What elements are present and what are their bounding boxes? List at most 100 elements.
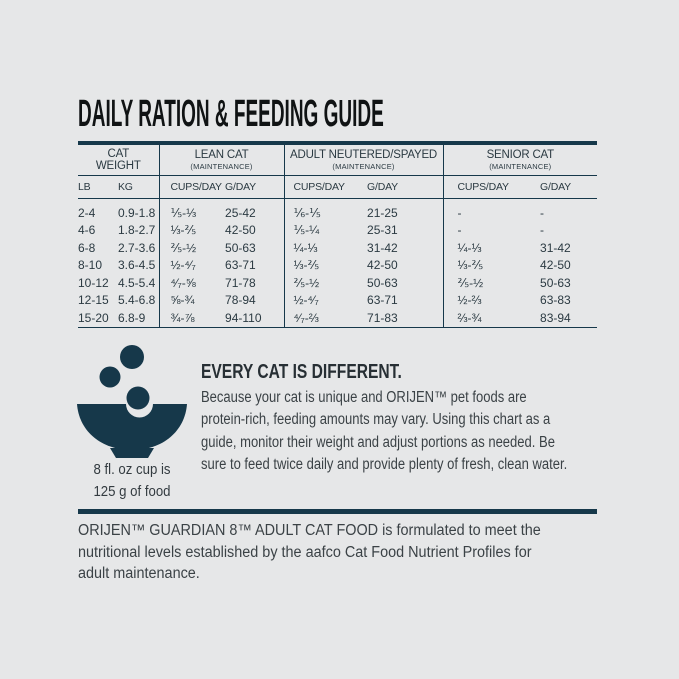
group-header-adult-neutered: ADULT NEUTERED/SPAYED (MAINTENANCE) [283,143,444,176]
cell-senior-g: 83-94 [540,310,571,325]
cell-adult-g: 25-31 [367,223,398,238]
cell-lean-cups: ½-⁴⁄₇ [158,256,226,274]
table-row: 6-8 2.7-3.6 ⅖-½ 50-63 ¼-⅓ 31-42 ¼-⅓ 31-4… [78,239,597,257]
senior-cat-label: SENIOR CAT [486,149,555,161]
col-header-kg: KG [118,175,160,199]
cell-adult-g: 21-25 [367,205,398,220]
info-paragraph-line: guide, monitor their weight and adjust p… [201,433,555,451]
cell-adult-cups: ⅕-¼ [283,221,368,239]
page-title: DAILY RATION & FEEDING GUIDE [78,93,384,135]
cell-adult-g: 71-83 [367,310,398,325]
cup-measure-caption-line1: 8 fl. oz cup is [93,461,171,478]
cell-lb: 12-15 [78,293,109,308]
cell-senior-g: 63-83 [540,293,571,308]
cell-lb: 2-4 [78,205,96,220]
cell-adult-g: 42-50 [367,258,398,273]
cell-lean-cups: ⅝-¾ [158,291,226,309]
col-header-senior-g: G/DAY [540,175,598,199]
cup-measure-caption: 8 fl. oz cup is 125 g of food [62,459,203,503]
cell-senior-cups: - [442,221,541,239]
footer-statement-line: ORIJEN™ GUARDIAN 8™ ADULT CAT FOOD is fo… [78,522,541,539]
cell-kg: 3.6-4.5 [118,258,156,273]
cell-kg: 5.4-6.8 [118,293,156,308]
table-row: 8-10 3.6-4.5 ½-⁴⁄₇ 63-71 ⅓-⅖ 42-50 ⅓-⅖ 4… [78,256,597,274]
lean-cat-label: LEAN CAT [194,149,249,161]
cell-lean-cups: ⁴⁄₇-⅝ [158,274,226,292]
adult-neutered-sublabel: (MAINTENANCE) [332,162,395,171]
sub-header-row: LB KG CUPS/DAY G/DAY CUPS/DAY G/DAY CUPS… [78,175,598,199]
cell-senior-g: 42-50 [540,258,571,273]
cell-senior-cups: ⅔-¾ [442,309,541,327]
feeding-table: CAT WEIGHT LEAN CAT (MAINTENANCE) ADULT … [78,141,598,328]
footer-divider-rule [78,509,597,514]
info-paragraph-line: protein-rich, feeding amounts may vary. … [201,411,551,429]
col-header-lean-g: G/DAY [225,175,285,199]
table-row: 2-4 0.9-1.8 ⅕-⅓ 25-42 ⅙-⅕ 21-25 - - [78,198,597,222]
cell-adult-g: 31-42 [367,240,398,255]
cell-lean-g: 50-63 [225,240,256,255]
senior-cat-sublabel: (MAINTENANCE) [489,162,552,171]
cell-lb: 6-8 [78,240,96,255]
cell-senior-cups: ¼-⅓ [442,239,541,257]
cell-senior-g: - [540,223,545,238]
cell-senior-cups: ⅖-½ [442,274,541,292]
cell-lean-cups: ⅓-⅖ [158,221,226,239]
footer-statement-line: nutritional levels established by the aa… [78,543,532,561]
cell-kg: 0.9-1.8 [118,205,156,220]
cell-lean-cups: ⅕-⅓ [158,198,226,222]
cell-lean-g: 94-110 [225,310,262,325]
col-header-lean-cups: CUPS/DAY [158,175,226,199]
cell-senior-g: 50-63 [540,275,571,290]
cell-senior-cups: - [442,198,541,222]
cell-senior-g: - [540,205,545,220]
table-row: 4-6 1.8-2.7 ⅓-⅖ 42-50 ⅕-¼ 25-31 - - [78,221,597,239]
cell-adult-cups: ⅓-⅖ [283,256,368,274]
info-paragraph-line: Because your cat is unique and ORIJEN™ p… [201,389,527,406]
cell-senior-cups: ⅓-⅖ [442,256,541,274]
cell-lean-g: 71-78 [225,275,256,290]
col-header-senior-cups: CUPS/DAY [442,175,541,199]
group-header-senior-cat: SENIOR CAT (MAINTENANCE) [442,143,598,176]
feeding-table-container: CAT WEIGHT LEAN CAT (MAINTENANCE) ADULT … [78,141,598,328]
cell-senior-cups: ½-⅔ [442,291,541,309]
info-heading: EVERY CAT IS DIFFERENT. [201,361,402,383]
table-row: 15-20 6.8-9 ¾-⅞ 94-110 ⁴⁄₇-⅔ 71-83 ⅔-¾ 8… [78,309,597,327]
footer-statement-line: adult maintenance. [78,565,200,583]
cell-adult-cups: ⁴⁄₇-⅔ [283,309,368,327]
cell-senior-g: 31-42 [540,240,571,255]
cell-adult-cups: ⅖-½ [283,274,368,292]
bowl-with-kibble-icon [77,345,187,458]
cat-weight-label-line1: CAT [107,148,130,160]
cell-kg: 2.7-3.6 [118,240,156,255]
cell-adult-cups: ½-⁴⁄₇ [283,291,368,309]
cell-lb: 8-10 [78,258,103,273]
cell-adult-cups: ¼-⅓ [283,239,368,257]
cell-lb: 4-6 [78,223,96,238]
cell-lean-g: 25-42 [225,205,256,220]
group-header-row: CAT WEIGHT LEAN CAT (MAINTENANCE) ADULT … [78,143,598,176]
cell-lean-g: 42-50 [225,223,256,238]
cell-kg: 1.8-2.7 [118,223,156,238]
cell-kg: 6.8-9 [118,310,146,325]
adult-neutered-label: ADULT NEUTERED/SPAYED [290,149,438,161]
cell-lb: 10-12 [78,275,109,290]
cup-measure-caption-line2: 125 g of food [93,483,171,500]
table-row: 12-15 5.4-6.8 ⅝-¾ 78-94 ½-⁴⁄₇ 63-71 ½-⅔ … [78,291,597,309]
footer-statement: ORIJEN™ GUARDIAN 8™ ADULT CAT FOOD is fo… [78,520,541,585]
cell-lean-g: 78-94 [225,293,256,308]
info-paragraph-line: sure to feed twice daily and provide ple… [201,455,568,473]
cell-adult-g: 63-71 [367,293,398,308]
group-header-lean-cat: LEAN CAT (MAINTENANCE) [158,143,285,176]
info-paragraph: Because your cat is unique and ORIJEN™ p… [201,387,567,476]
cat-weight-label-line2: WEIGHT [95,160,141,172]
cell-kg: 4.5-5.4 [118,275,156,290]
cell-adult-g: 50-63 [367,275,398,290]
cell-lean-g: 63-71 [225,258,256,273]
col-header-lb: LB [78,175,118,199]
table-row: 10-12 4.5-5.4 ⁴⁄₇-⅝ 71-78 ⅖-½ 50-63 ⅖-½ … [78,274,597,292]
col-header-adult-cups: CUPS/DAY [283,175,368,199]
cell-lb: 15-20 [78,310,109,325]
group-header-cat-weight: CAT WEIGHT [78,143,160,176]
col-header-adult-g: G/DAY [367,175,444,199]
